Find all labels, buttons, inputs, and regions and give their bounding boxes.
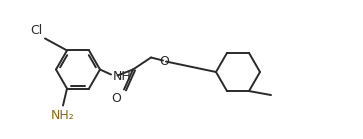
Text: NH₂: NH₂ xyxy=(51,109,75,121)
Text: O: O xyxy=(111,91,121,105)
Text: NH: NH xyxy=(113,70,132,83)
Text: Cl: Cl xyxy=(30,24,42,37)
Text: O: O xyxy=(159,55,169,68)
